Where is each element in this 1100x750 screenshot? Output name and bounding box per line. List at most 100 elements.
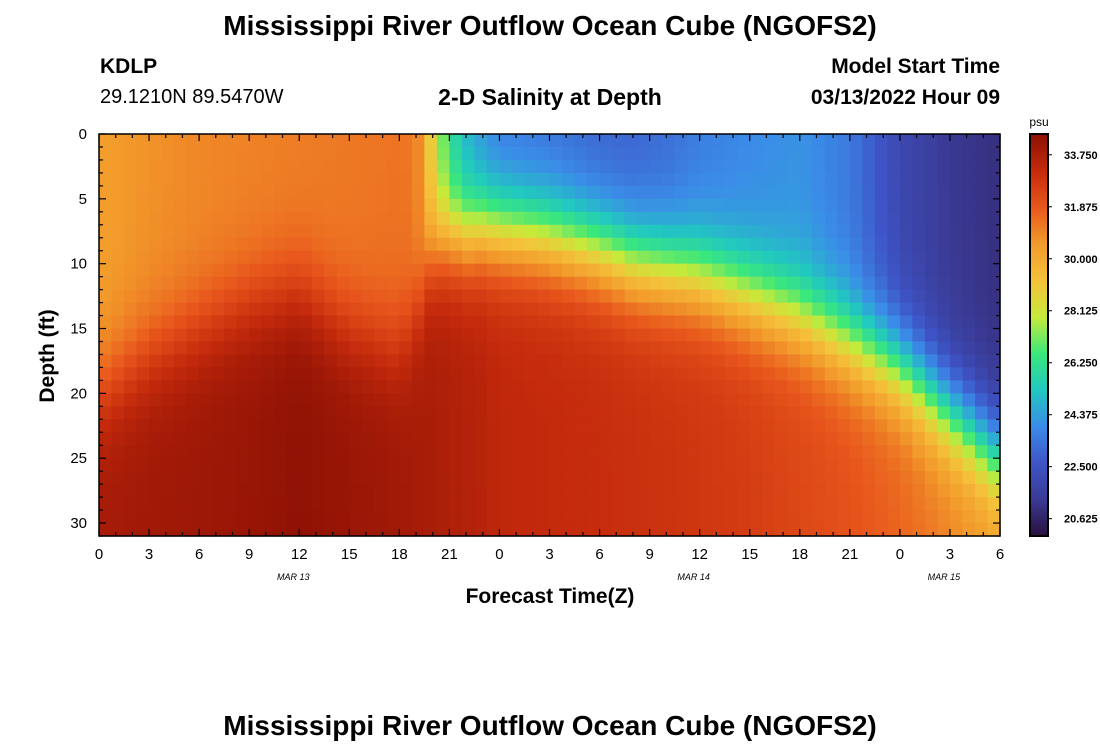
heatmap-cell <box>749 328 763 343</box>
heatmap-cell <box>837 315 851 330</box>
heatmap-cell <box>937 523 951 537</box>
heatmap-cell <box>349 484 363 498</box>
heatmap-cell <box>774 302 788 317</box>
heatmap-cell <box>987 185 1001 200</box>
heatmap-cell <box>562 367 576 381</box>
heatmap-cell <box>912 497 926 511</box>
colorbar-tick-label: 20.625 <box>1064 514 1098 526</box>
heatmap-cell <box>874 510 888 524</box>
heatmap-cell <box>299 250 313 265</box>
heatmap-cell <box>99 237 113 252</box>
heatmap-cell <box>862 484 876 498</box>
heatmap-cell <box>762 445 776 459</box>
heatmap-cell <box>211 172 225 187</box>
heatmap-cell <box>949 510 964 524</box>
heatmap-cell <box>174 159 188 174</box>
heatmap-cell <box>99 211 113 226</box>
heatmap-cell <box>236 302 250 317</box>
heatmap-cell <box>799 211 813 226</box>
heatmap-cell <box>637 354 651 369</box>
heatmap-cell <box>499 250 513 265</box>
heatmap-cell <box>649 211 663 226</box>
heatmap-cell <box>599 224 613 239</box>
heatmap-cell <box>449 198 463 213</box>
heatmap-cell <box>524 250 538 265</box>
heatmap-cell <box>724 146 738 161</box>
heatmap-cell <box>236 354 250 369</box>
heatmap-cell <box>987 315 1001 330</box>
heatmap-cell <box>399 328 413 343</box>
heatmap-cell <box>562 185 576 200</box>
heatmap-cell <box>837 393 851 407</box>
heatmap-cell <box>924 380 939 394</box>
heatmap-cell <box>99 458 113 472</box>
heatmap-cell <box>587 289 601 304</box>
heatmap-cell <box>411 211 425 226</box>
heatmap-cell <box>787 393 801 407</box>
heatmap-cell <box>374 134 388 148</box>
heatmap-cell <box>99 185 113 200</box>
heatmap-cell <box>937 146 951 161</box>
heatmap-cell <box>536 341 551 356</box>
heatmap-cell <box>249 419 263 433</box>
heatmap-cell <box>249 185 263 200</box>
heatmap-cell <box>224 393 238 407</box>
heatmap-cell <box>624 497 638 511</box>
heatmap-cell <box>774 263 788 278</box>
heatmap-cell <box>286 185 300 200</box>
heatmap-cell <box>924 250 939 265</box>
heatmap-cell <box>774 419 788 433</box>
heatmap-cell <box>662 237 676 252</box>
heatmap-cell <box>449 302 463 317</box>
heatmap-cell <box>286 250 300 265</box>
heatmap-cell <box>899 134 913 148</box>
heatmap-cell <box>136 134 150 148</box>
heatmap-cell <box>924 523 939 537</box>
heatmap-cell <box>774 211 788 226</box>
heatmap-cell <box>174 445 188 459</box>
heatmap-cell <box>499 134 513 148</box>
heatmap-cell <box>249 341 263 356</box>
heatmap-cell <box>762 471 776 485</box>
heatmap-cell <box>524 289 538 304</box>
heatmap-cell <box>336 159 350 174</box>
heatmap-cell <box>612 289 626 304</box>
heatmap-cell <box>311 159 325 174</box>
heatmap-cell <box>424 328 438 343</box>
heatmap-cell <box>524 237 538 252</box>
heatmap-cell <box>662 458 676 472</box>
heatmap-cell <box>649 328 663 343</box>
heatmap-cell <box>99 328 113 343</box>
heatmap-cell <box>111 224 125 239</box>
heatmap-cell <box>874 354 888 369</box>
heatmap-cell <box>712 263 726 278</box>
heatmap-cell <box>411 289 425 304</box>
heatmap-cell <box>536 146 551 161</box>
heatmap-cell <box>349 159 363 174</box>
heatmap-cell <box>724 341 738 356</box>
heatmap-cell <box>624 289 638 304</box>
heatmap-cell <box>924 134 939 148</box>
heatmap-cell <box>149 367 163 381</box>
heatmap-cell <box>474 354 488 369</box>
heatmap-cell <box>461 134 476 148</box>
heatmap-cell <box>687 367 701 381</box>
heatmap-cell <box>949 159 964 174</box>
heatmap-cell <box>449 432 463 446</box>
heatmap-cell <box>361 341 375 356</box>
heatmap-cell <box>762 354 776 369</box>
heatmap-cell <box>124 380 138 394</box>
heatmap-cell <box>274 458 288 472</box>
heatmap-cell <box>837 224 851 239</box>
heatmap-cell <box>124 185 138 200</box>
heatmap-cell <box>449 393 463 407</box>
heatmap-cell <box>912 211 926 226</box>
heatmap-cell <box>862 367 876 381</box>
heatmap-cell <box>236 406 250 420</box>
heatmap-cell <box>149 406 163 420</box>
heatmap-cell <box>536 237 551 252</box>
heatmap-cell <box>124 172 138 187</box>
heatmap-cell <box>874 134 888 148</box>
heatmap-cell <box>436 523 450 537</box>
heatmap-cell <box>224 380 238 394</box>
